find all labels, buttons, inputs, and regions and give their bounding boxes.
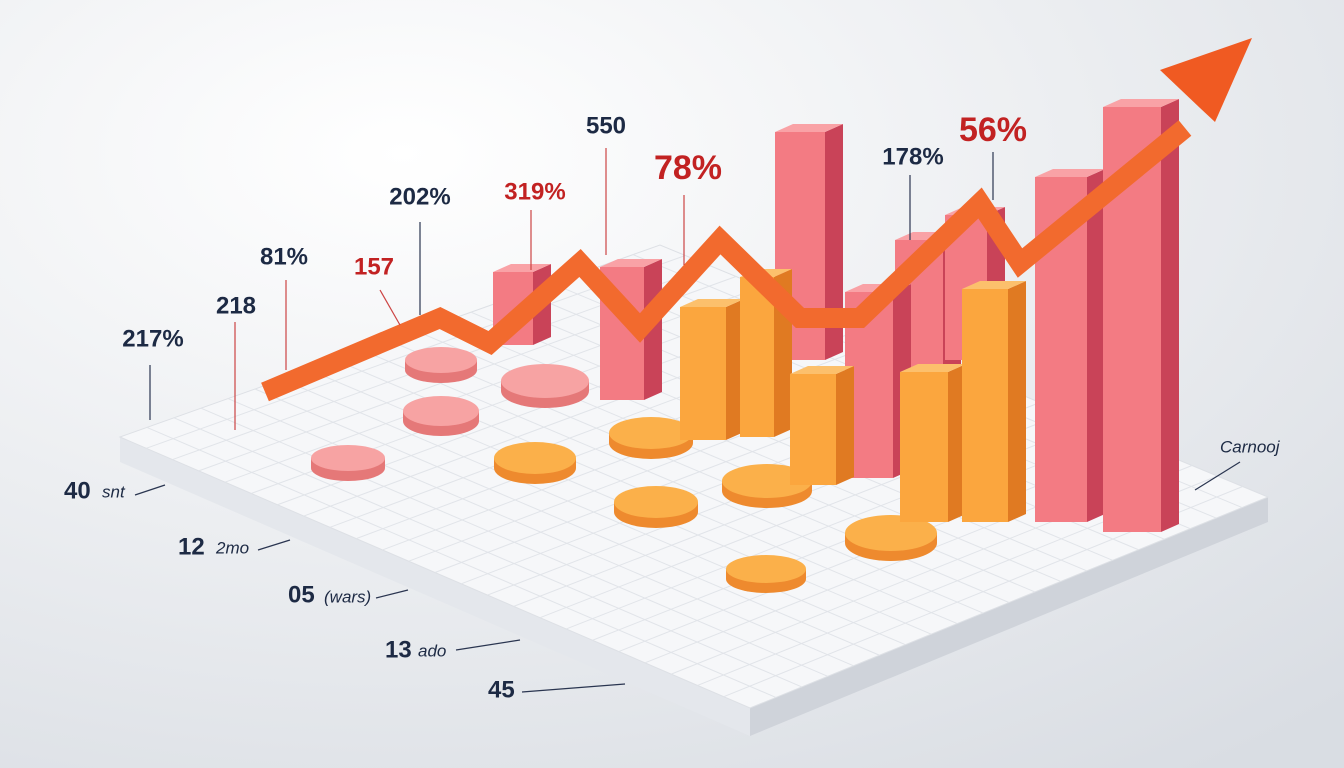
grid-line	[227, 398, 854, 667]
leader-line	[455, 639, 521, 651]
disc-top	[403, 396, 479, 426]
disc-top	[609, 417, 693, 449]
side-number: 05	[288, 581, 315, 608]
bar-front	[740, 277, 774, 437]
callout-label: 178%	[882, 143, 943, 170]
arrow-head	[1160, 38, 1252, 122]
bar-top	[680, 299, 744, 307]
bar-front	[790, 374, 836, 485]
bar-front	[900, 372, 948, 522]
bar-side	[1008, 281, 1026, 522]
arrow-line	[261, 120, 1192, 402]
platform-side	[750, 497, 1268, 736]
discs	[311, 347, 937, 593]
corner-label: Carnooj	[1220, 437, 1281, 456]
callout-label: 202%	[389, 183, 450, 210]
callout-label: 217%	[122, 325, 183, 352]
leader-line	[134, 484, 166, 496]
bar-side	[1087, 169, 1105, 522]
bar-side	[948, 364, 966, 522]
callout-label: 56%	[959, 111, 1027, 149]
callout-label: 81%	[260, 243, 308, 270]
bar-top	[900, 364, 966, 372]
disc-top	[722, 464, 812, 498]
leader-line	[375, 589, 409, 599]
side-labels: 40 snt 12 2mo 05 (wars) 13 ado 45 Carnoo…	[64, 437, 1281, 703]
leader-line	[521, 683, 626, 693]
bar-top	[493, 264, 551, 272]
bar-top	[1035, 169, 1105, 177]
trend-arrow	[261, 38, 1252, 402]
disc-top	[405, 347, 477, 373]
side-number: 13	[385, 636, 412, 663]
side-text: 2mo	[215, 538, 249, 557]
side-number: 40	[64, 477, 91, 504]
callout-label: 319%	[504, 178, 565, 205]
disc-top	[614, 486, 698, 518]
grid-line	[470, 311, 1087, 572]
bar-top	[790, 366, 854, 374]
bar-top	[1103, 99, 1179, 107]
bar-side	[836, 366, 854, 485]
callout-label: 157	[354, 253, 394, 280]
grid-line	[281, 378, 906, 646]
callouts: 217% 218 81% 157 202% 319% 550 78% 178% …	[122, 111, 1027, 430]
disc-top	[494, 442, 576, 474]
grid-line	[146, 426, 777, 698]
bar-front	[680, 307, 726, 440]
disc-top	[311, 445, 385, 471]
leader-line	[379, 289, 401, 326]
disc-top	[726, 555, 806, 583]
bar-top	[962, 281, 1026, 289]
side-number: 45	[488, 676, 515, 703]
bar-top	[600, 259, 662, 267]
bar-front	[962, 289, 1008, 522]
disc-top	[845, 515, 937, 551]
side-number: 12	[178, 533, 205, 560]
disc-top	[501, 364, 589, 398]
side-text: (wars)	[324, 587, 371, 606]
bar-top	[775, 124, 843, 132]
leader-line	[1194, 461, 1241, 491]
side-text: snt	[102, 482, 126, 501]
bars	[493, 99, 1179, 532]
callout-label: 550	[586, 112, 626, 139]
bar-side	[825, 124, 843, 360]
side-text: ado	[418, 641, 446, 660]
callout-label: 218	[216, 292, 256, 319]
grid-line	[254, 388, 880, 656]
grid-line	[362, 350, 984, 614]
grid-line	[200, 407, 828, 677]
leader-line	[257, 539, 291, 551]
grid-line	[173, 417, 802, 688]
callout-label: 78%	[654, 149, 722, 187]
bar-side	[1161, 99, 1179, 532]
platform-side	[120, 437, 750, 736]
bar-side	[726, 299, 744, 440]
